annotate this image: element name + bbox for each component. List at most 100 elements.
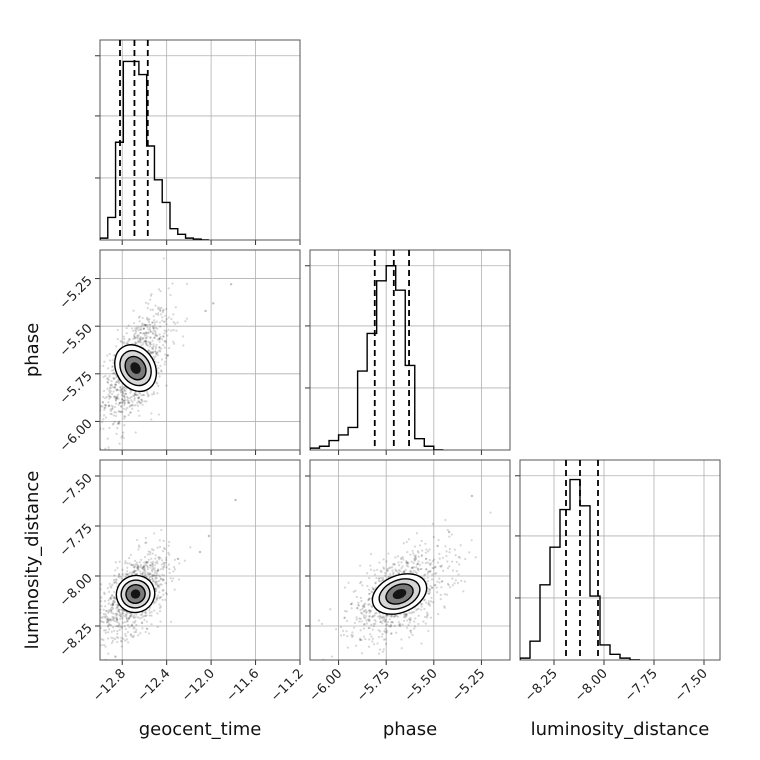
scatter-point-2-1 (446, 528, 449, 532)
scatter-point-1-0 (105, 395, 108, 398)
scatter-point-1-0 (151, 351, 154, 354)
scatter-point-1-0 (162, 309, 165, 312)
scatter-point-2-1 (343, 617, 346, 620)
scatter-point-1-0 (158, 346, 161, 349)
scatter-point-2-1 (363, 609, 366, 613)
scatter-point-1-0 (155, 343, 158, 346)
scatter-point-2-1 (342, 629, 345, 632)
scatter-point-1-0 (143, 323, 147, 326)
scatter-point-2-1 (415, 532, 418, 535)
scatter-point-2-1 (383, 574, 387, 577)
frame-1-1 (309, 249, 511, 451)
scatter-point-2-0 (162, 562, 165, 565)
scatter-point-1-0 (166, 334, 169, 337)
scatter-point-1-0 (154, 304, 157, 307)
scatter-point-1-0 (91, 432, 93, 434)
scatter-point-2-0 (121, 568, 124, 571)
scatter-point-2-0 (97, 619, 99, 621)
scatter-point-1-0 (134, 327, 137, 330)
scatter-point-2-1 (427, 570, 430, 574)
scatter-point-2-1 (413, 558, 416, 561)
scatter-point-2-1 (383, 630, 386, 633)
scatter-point-1-0 (160, 370, 163, 373)
scatter-point-1-0 (141, 316, 144, 320)
scatter-point-2-0 (132, 571, 135, 574)
scatter-point-1-0 (152, 336, 156, 339)
scatter-point-2-0 (133, 566, 136, 569)
scatter-point-2-1 (412, 566, 416, 569)
scatter-point-1-0 (123, 402, 126, 405)
scatter-point-2-0 (132, 627, 135, 630)
scatter-point-2-0 (157, 568, 160, 571)
scatter-point-2-1 (382, 638, 386, 641)
scatter-point-1-0 (118, 401, 121, 405)
scatter-point-2-1 (455, 569, 458, 573)
scatter-point-1-0 (127, 340, 130, 343)
scatter-point-1-0 (152, 327, 155, 330)
scatter-point-1-0 (115, 380, 118, 384)
scatter-point-2-1 (385, 629, 389, 632)
scatter-point-2-1 (427, 592, 431, 595)
scatter-point-1-0 (145, 343, 148, 347)
scatter-point-2-1 (407, 538, 410, 541)
scatter-point-2-0 (153, 571, 157, 574)
scatter-point-1-0 (147, 319, 150, 322)
scatter-point-1-0 (135, 341, 138, 344)
scatter-point-2-0 (116, 640, 119, 644)
scatter-point-2-0 (108, 619, 111, 622)
scatter-point-2-0 (126, 631, 130, 634)
scatter-point-2-0 (158, 591, 161, 594)
scatter-point-2-0 (125, 611, 128, 614)
scatter-point-2-0 (112, 579, 116, 582)
scatter-point-2-0 (156, 584, 159, 587)
scatter-point-2-1 (374, 582, 377, 585)
scatter-point-2-0 (156, 580, 159, 583)
scatter-point-1-0 (126, 466, 128, 468)
scatter-point-1-0 (155, 334, 158, 337)
scatter-point-2-0 (139, 613, 143, 616)
scatter-point-1-0 (145, 400, 148, 403)
scatter-point-1-0 (114, 386, 117, 389)
scatter-point-2-0 (155, 576, 158, 579)
scatter-point-2-1 (435, 586, 438, 589)
scatter-point-1-0 (152, 350, 155, 354)
scatter-point-1-0 (133, 398, 136, 402)
scatter-point-1-0 (109, 408, 112, 411)
scatter-point-2-1 (431, 586, 434, 590)
scatter-point-1-0 (121, 390, 124, 393)
scatter-point-1-0 (151, 308, 155, 311)
scatter-point-2-1 (404, 613, 407, 616)
scatter-point-2-0 (151, 577, 154, 581)
scatter-point-2-0 (162, 567, 165, 571)
scatter-point-2-1 (404, 613, 407, 616)
scatter-point-1-0 (128, 411, 132, 414)
scatter-point-1-0 (147, 394, 150, 397)
scatter-point-1-0 (154, 347, 157, 350)
scatter-point-1-0 (157, 367, 160, 370)
scatter-point-2-1 (402, 570, 405, 573)
scatter-point-1-0 (126, 406, 129, 410)
scatter-point-1-0 (124, 386, 127, 389)
scatter-point-1-0 (119, 391, 123, 394)
scatter-point-1-0 (138, 400, 141, 404)
scatter-point-2-0 (148, 611, 151, 614)
scatter-point-2-1 (359, 617, 362, 620)
scatter-point-2-1 (411, 633, 414, 637)
scatter-point-1-0 (92, 430, 94, 432)
scatter-point-2-0 (157, 584, 160, 587)
scatter-point-1-0 (138, 414, 141, 417)
scatter-point-2-0 (134, 630, 138, 634)
scatter-point-2-1 (409, 553, 412, 556)
scatter-point-1-0 (146, 335, 149, 338)
scatter-point-2-0 (140, 558, 143, 562)
scatter-point-2-0 (148, 609, 151, 612)
scatter-point-1-0 (149, 323, 152, 326)
scatter-point-2-1 (365, 622, 369, 625)
scatter-point-2-1 (459, 544, 462, 547)
scatter-point-1-0 (153, 336, 156, 339)
scatter-point-2-0 (106, 618, 109, 621)
scatter-point-1-0 (123, 415, 126, 418)
scatter-point-1-0 (153, 357, 156, 361)
scatter-point-2-0 (149, 572, 152, 575)
scatter-point-2-1 (367, 645, 371, 648)
